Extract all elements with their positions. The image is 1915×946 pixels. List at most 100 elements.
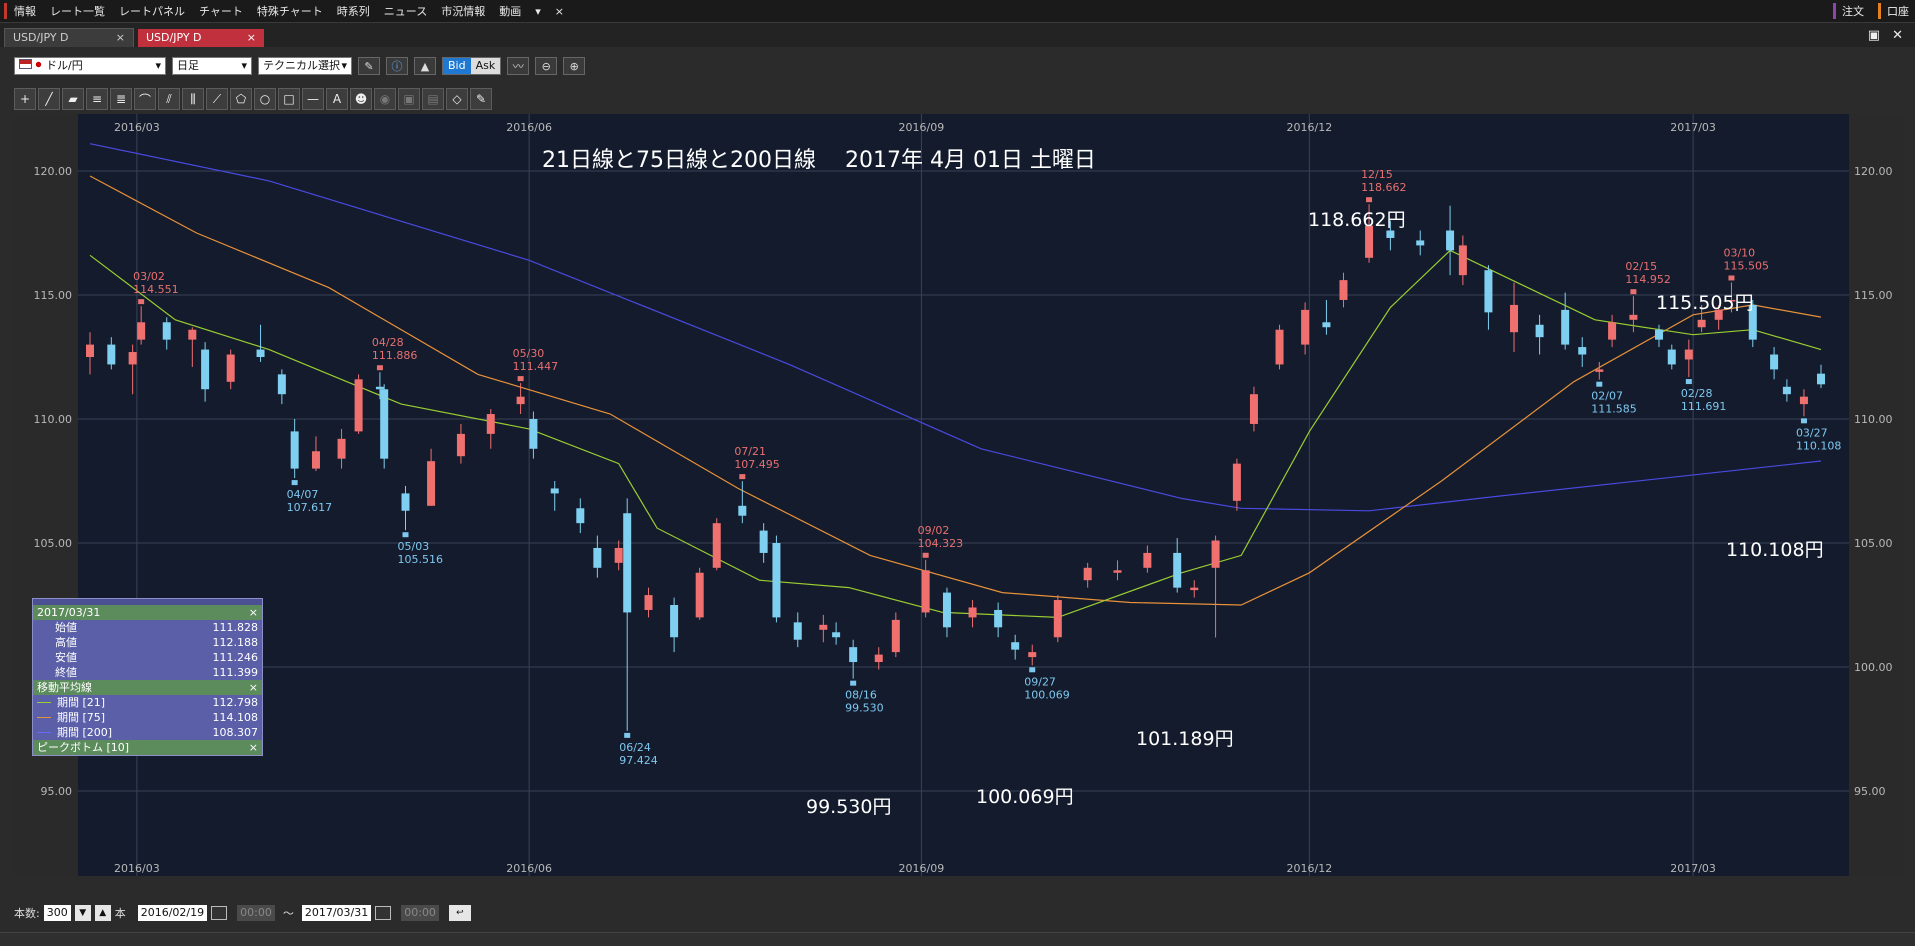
- account-button[interactable]: 口座: [1878, 3, 1915, 19]
- y-tick-label-right: 95.00: [1854, 785, 1886, 798]
- tab-close-icon[interactable]: ×: [246, 31, 256, 44]
- candle-body: [891, 619, 900, 653]
- marker-date-label: 02/28: [1681, 387, 1713, 400]
- vertical-lines-icon[interactable]: ⫼: [182, 88, 204, 110]
- object-settings-icon[interactable]: ◉: [374, 88, 396, 110]
- info-icon[interactable]: ⓘ: [386, 57, 408, 75]
- status-bar: [0, 932, 1915, 946]
- pentagon-icon[interactable]: ⬠: [230, 88, 252, 110]
- y-tick-label-left: 115.00: [34, 289, 73, 302]
- ohlc-row: 始値 111.828: [33, 620, 262, 635]
- menu-info[interactable]: 情報: [4, 3, 43, 19]
- panel-close-icon[interactable]: ×: [248, 681, 258, 694]
- marker-date-label: 03/10: [1723, 246, 1755, 259]
- menu-timeseries[interactable]: 時系列: [336, 5, 370, 18]
- ma75-swatch: [37, 717, 51, 718]
- erase-all-icon[interactable]: ✎: [470, 88, 492, 110]
- bid-ask-toggle[interactable]: Bid Ask: [442, 57, 502, 75]
- peak-bottom-marker: [517, 376, 524, 382]
- text-tool-icon[interactable]: A: [326, 88, 348, 110]
- zoom-in-icon[interactable]: ⊕: [563, 57, 586, 75]
- tab-usdjpy-2[interactable]: USD/JPY D ×: [138, 29, 264, 47]
- candle-body: [290, 431, 299, 469]
- rectangle-icon[interactable]: □: [278, 88, 300, 110]
- copy-icon[interactable]: ▣: [398, 88, 420, 110]
- from-time-input[interactable]: 00:00: [237, 905, 275, 921]
- technical-select[interactable]: テクニカル選択 ▾: [258, 57, 352, 75]
- menu-special-chart[interactable]: 特殊チャート: [256, 5, 323, 18]
- menu-market-info[interactable]: 市況情報: [441, 5, 486, 18]
- candle-body: [1083, 567, 1092, 581]
- refresh-icon[interactable]: ↩: [448, 905, 471, 921]
- timeframe-select[interactable]: 日足 ▾: [172, 57, 252, 75]
- hline-icon[interactable]: —: [302, 88, 324, 110]
- jp-flag-icon: [34, 60, 43, 69]
- panel-close-icon[interactable]: ×: [248, 606, 258, 619]
- candle-body: [550, 488, 559, 494]
- y-tick-label-left: 110.00: [34, 413, 73, 426]
- menu-close-icon[interactable]: ×: [554, 4, 564, 18]
- window-close-icon[interactable]: ✕: [1892, 27, 1903, 43]
- drawing-toolbar: + ╱ ▰ ≡ ≣ ⌒ ⫽ ⫼ ⟋ ⬠ ○ □ — A ☻ ◉ ▣ ▤ ◇ ✎: [14, 88, 492, 110]
- chart-type-icon[interactable]: 〰: [507, 57, 530, 75]
- count-input[interactable]: 300: [43, 905, 71, 921]
- stepper-down-icon[interactable]: ▼: [74, 905, 91, 921]
- ma-row: 期間 [21] 112.798: [33, 695, 262, 710]
- data-window[interactable]: 2017/03/31 × 始値 111.828 高値 112.188 安値 111.2…: [32, 598, 263, 756]
- mountain-chart-icon[interactable]: ▲: [414, 57, 436, 75]
- candle-body: [107, 344, 116, 365]
- menu-rate-panel[interactable]: レートパネル: [119, 5, 185, 18]
- paste-icon[interactable]: ▤: [422, 88, 444, 110]
- candle-body: [1249, 394, 1258, 424]
- fibonacci-icon[interactable]: ≣: [110, 88, 132, 110]
- menu-video[interactable]: 動画: [499, 5, 522, 18]
- stepper-up-icon[interactable]: ▲: [94, 905, 111, 921]
- y-tick-label-left: 105.00: [34, 537, 73, 550]
- ohlc-row: 安値 111.246: [33, 650, 262, 665]
- menu-chart[interactable]: チャート: [199, 5, 243, 18]
- candle-body: [1799, 396, 1808, 405]
- chevron-down-icon: ▾: [155, 59, 161, 72]
- arc-icon[interactable]: ⌒: [134, 88, 156, 110]
- candle-body: [380, 389, 389, 459]
- panel-close-icon[interactable]: ×: [248, 741, 258, 754]
- peak-bottom-marker: [922, 552, 929, 558]
- candle-body: [1595, 369, 1604, 372]
- menu-more-dropdown-icon[interactable]: ▾: [535, 4, 541, 18]
- candle-body: [201, 349, 210, 390]
- ask-button[interactable]: Ask: [470, 58, 501, 74]
- currency-pair-select[interactable]: ドル/円 ▾: [14, 57, 166, 75]
- zoom-out-icon[interactable]: ⊖: [535, 57, 558, 75]
- candle-body: [1484, 270, 1493, 313]
- fan-icon[interactable]: ⫽: [158, 88, 180, 110]
- circle-icon[interactable]: ○: [254, 88, 276, 110]
- peak-bottom-marker: [376, 365, 383, 371]
- trendline-icon[interactable]: ╱: [38, 88, 60, 110]
- candle-body: [759, 530, 768, 553]
- horizontal-lines-icon[interactable]: ≡: [86, 88, 108, 110]
- calendar-icon[interactable]: [211, 906, 228, 920]
- chart-area[interactable]: 95.0095.00100.00100.00105.00105.00110.00…: [14, 114, 1903, 876]
- icon-stamp-icon[interactable]: ☻: [350, 88, 372, 110]
- restore-icon[interactable]: ▣: [1867, 27, 1881, 43]
- bid-button[interactable]: Bid: [443, 58, 471, 74]
- crosshair-icon[interactable]: +: [14, 88, 36, 110]
- calendar-icon[interactable]: [375, 906, 392, 920]
- to-date-input[interactable]: 2017/03/31: [301, 905, 372, 921]
- tab-close-icon[interactable]: ×: [115, 31, 125, 44]
- to-time-input[interactable]: 00:00: [401, 905, 439, 921]
- panel-drag-handle[interactable]: [33, 599, 262, 605]
- menu-rate-list[interactable]: レート一覧: [50, 5, 105, 18]
- menu-news[interactable]: ニュース: [383, 5, 428, 18]
- candlestick-chart[interactable]: 95.0095.00100.00100.00105.00105.00110.00…: [14, 114, 1903, 876]
- pen-icon[interactable]: ✎: [358, 57, 380, 75]
- candle-body: [1275, 329, 1284, 365]
- channel-icon[interactable]: ⟋: [206, 88, 228, 110]
- order-button[interactable]: 注文: [1833, 3, 1870, 19]
- tab-label: USD/JPY D: [146, 31, 202, 44]
- ruler-icon[interactable]: ▰: [62, 88, 84, 110]
- candle-body: [1386, 230, 1395, 238]
- eraser-icon[interactable]: ◇: [446, 88, 468, 110]
- from-date-input[interactable]: 2016/02/19: [137, 905, 208, 921]
- tab-usdjpy-1[interactable]: USD/JPY D ×: [4, 28, 134, 47]
